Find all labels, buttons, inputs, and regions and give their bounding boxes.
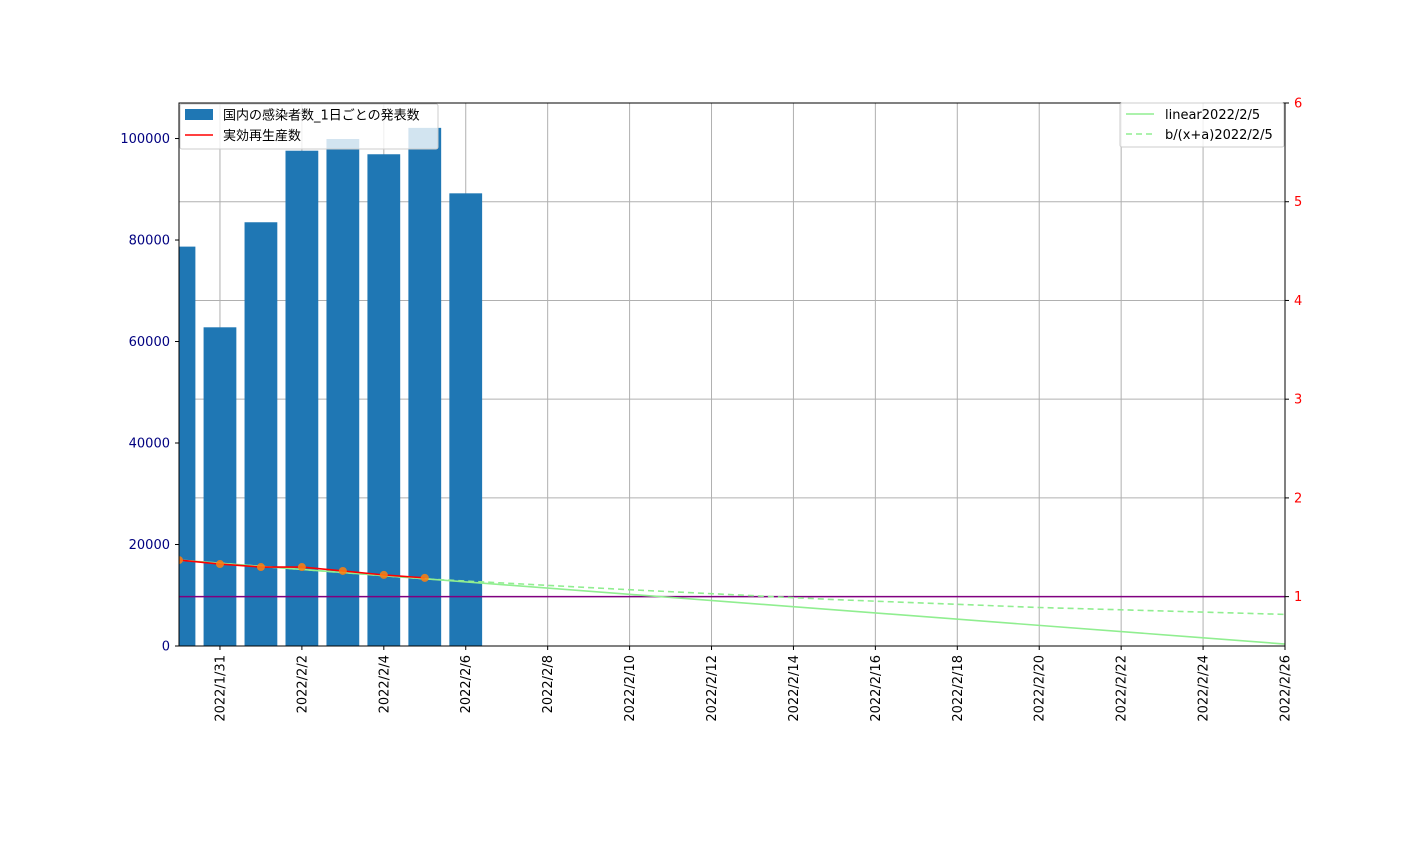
x-tick-label: 2022/2/6 bbox=[459, 655, 474, 713]
x-tick-label: 2022/2/10 bbox=[623, 655, 638, 722]
x-tick-label: 2022/2/4 bbox=[377, 655, 392, 713]
y-left-tick-label: 80000 bbox=[129, 234, 170, 249]
line-series bbox=[179, 556, 1285, 645]
x-tick-label: 2022/2/18 bbox=[951, 655, 966, 722]
bar bbox=[326, 139, 360, 646]
x-tick-label: 2022/2/24 bbox=[1197, 655, 1212, 722]
bar bbox=[367, 154, 401, 646]
legend-left-box bbox=[179, 103, 439, 150]
y-left-tick-label: 20000 bbox=[129, 538, 170, 553]
x-tick-label: 2022/2/20 bbox=[1033, 655, 1048, 722]
fit-linear-line bbox=[179, 559, 1285, 645]
bar bbox=[203, 327, 237, 646]
reproduction-number-point bbox=[256, 563, 265, 572]
y-right-tick-label: 5 bbox=[1294, 195, 1302, 210]
y-right-tick-label: 6 bbox=[1294, 97, 1302, 112]
plot-frame bbox=[178, 102, 1286, 647]
x-tick-label: 2022/2/16 bbox=[869, 655, 884, 722]
bar bbox=[179, 246, 196, 646]
bar bbox=[244, 222, 278, 646]
bar bbox=[449, 193, 483, 646]
legend-label: linear2022/2/5 bbox=[1165, 108, 1260, 123]
x-tick-label: 2022/2/12 bbox=[705, 655, 720, 722]
reproduction-number-point bbox=[215, 560, 224, 569]
x-tick-label: 2022/2/8 bbox=[541, 655, 556, 713]
y-right-tick-label: 2 bbox=[1294, 491, 1302, 506]
reproduction-number-point bbox=[420, 573, 429, 582]
y-right-tick-label: 1 bbox=[1294, 590, 1302, 605]
x-tick-label: 2022/2/22 bbox=[1115, 655, 1130, 722]
y-left-tick-label: 100000 bbox=[120, 132, 170, 147]
x-tick-label: 2022/2/26 bbox=[1279, 655, 1294, 722]
x-tick-label: 2022/1/31 bbox=[213, 655, 228, 722]
legend-right: linear2022/2/5 b/(x+a)2022/2/5 bbox=[1119, 102, 1285, 148]
x-tick-label: 2022/2/14 bbox=[787, 655, 802, 722]
reproduction-number-point bbox=[297, 563, 306, 572]
y-left-tick-label: 0 bbox=[162, 640, 170, 655]
bar bbox=[285, 150, 319, 646]
bar bbox=[408, 127, 442, 646]
reproduction-number-point bbox=[379, 570, 388, 579]
x-tick-label: 2022/2/2 bbox=[295, 655, 310, 713]
axes: 0 20000 40000 60000 80000 100000 1 2 3 4 5 6 2022/1/… bbox=[120, 97, 1302, 722]
reproduction-number-point bbox=[338, 566, 347, 575]
legend-label: 実効再生産数 bbox=[223, 128, 301, 144]
y-left-tick-label: 60000 bbox=[129, 335, 170, 350]
reproduction-number-point bbox=[179, 556, 183, 565]
y-right-tick-label: 4 bbox=[1294, 294, 1302, 309]
legend-label: 国内の感染者数_1日ごとの発表数 bbox=[223, 108, 420, 124]
legend-swatch-bar bbox=[185, 109, 213, 120]
legend-label: b/(x+a)2022/2/5 bbox=[1165, 128, 1273, 143]
legend-right-box bbox=[1119, 102, 1285, 148]
y-left-tick-label: 40000 bbox=[129, 437, 170, 452]
bar-series bbox=[179, 127, 483, 646]
y-right-tick-label: 3 bbox=[1294, 393, 1302, 408]
